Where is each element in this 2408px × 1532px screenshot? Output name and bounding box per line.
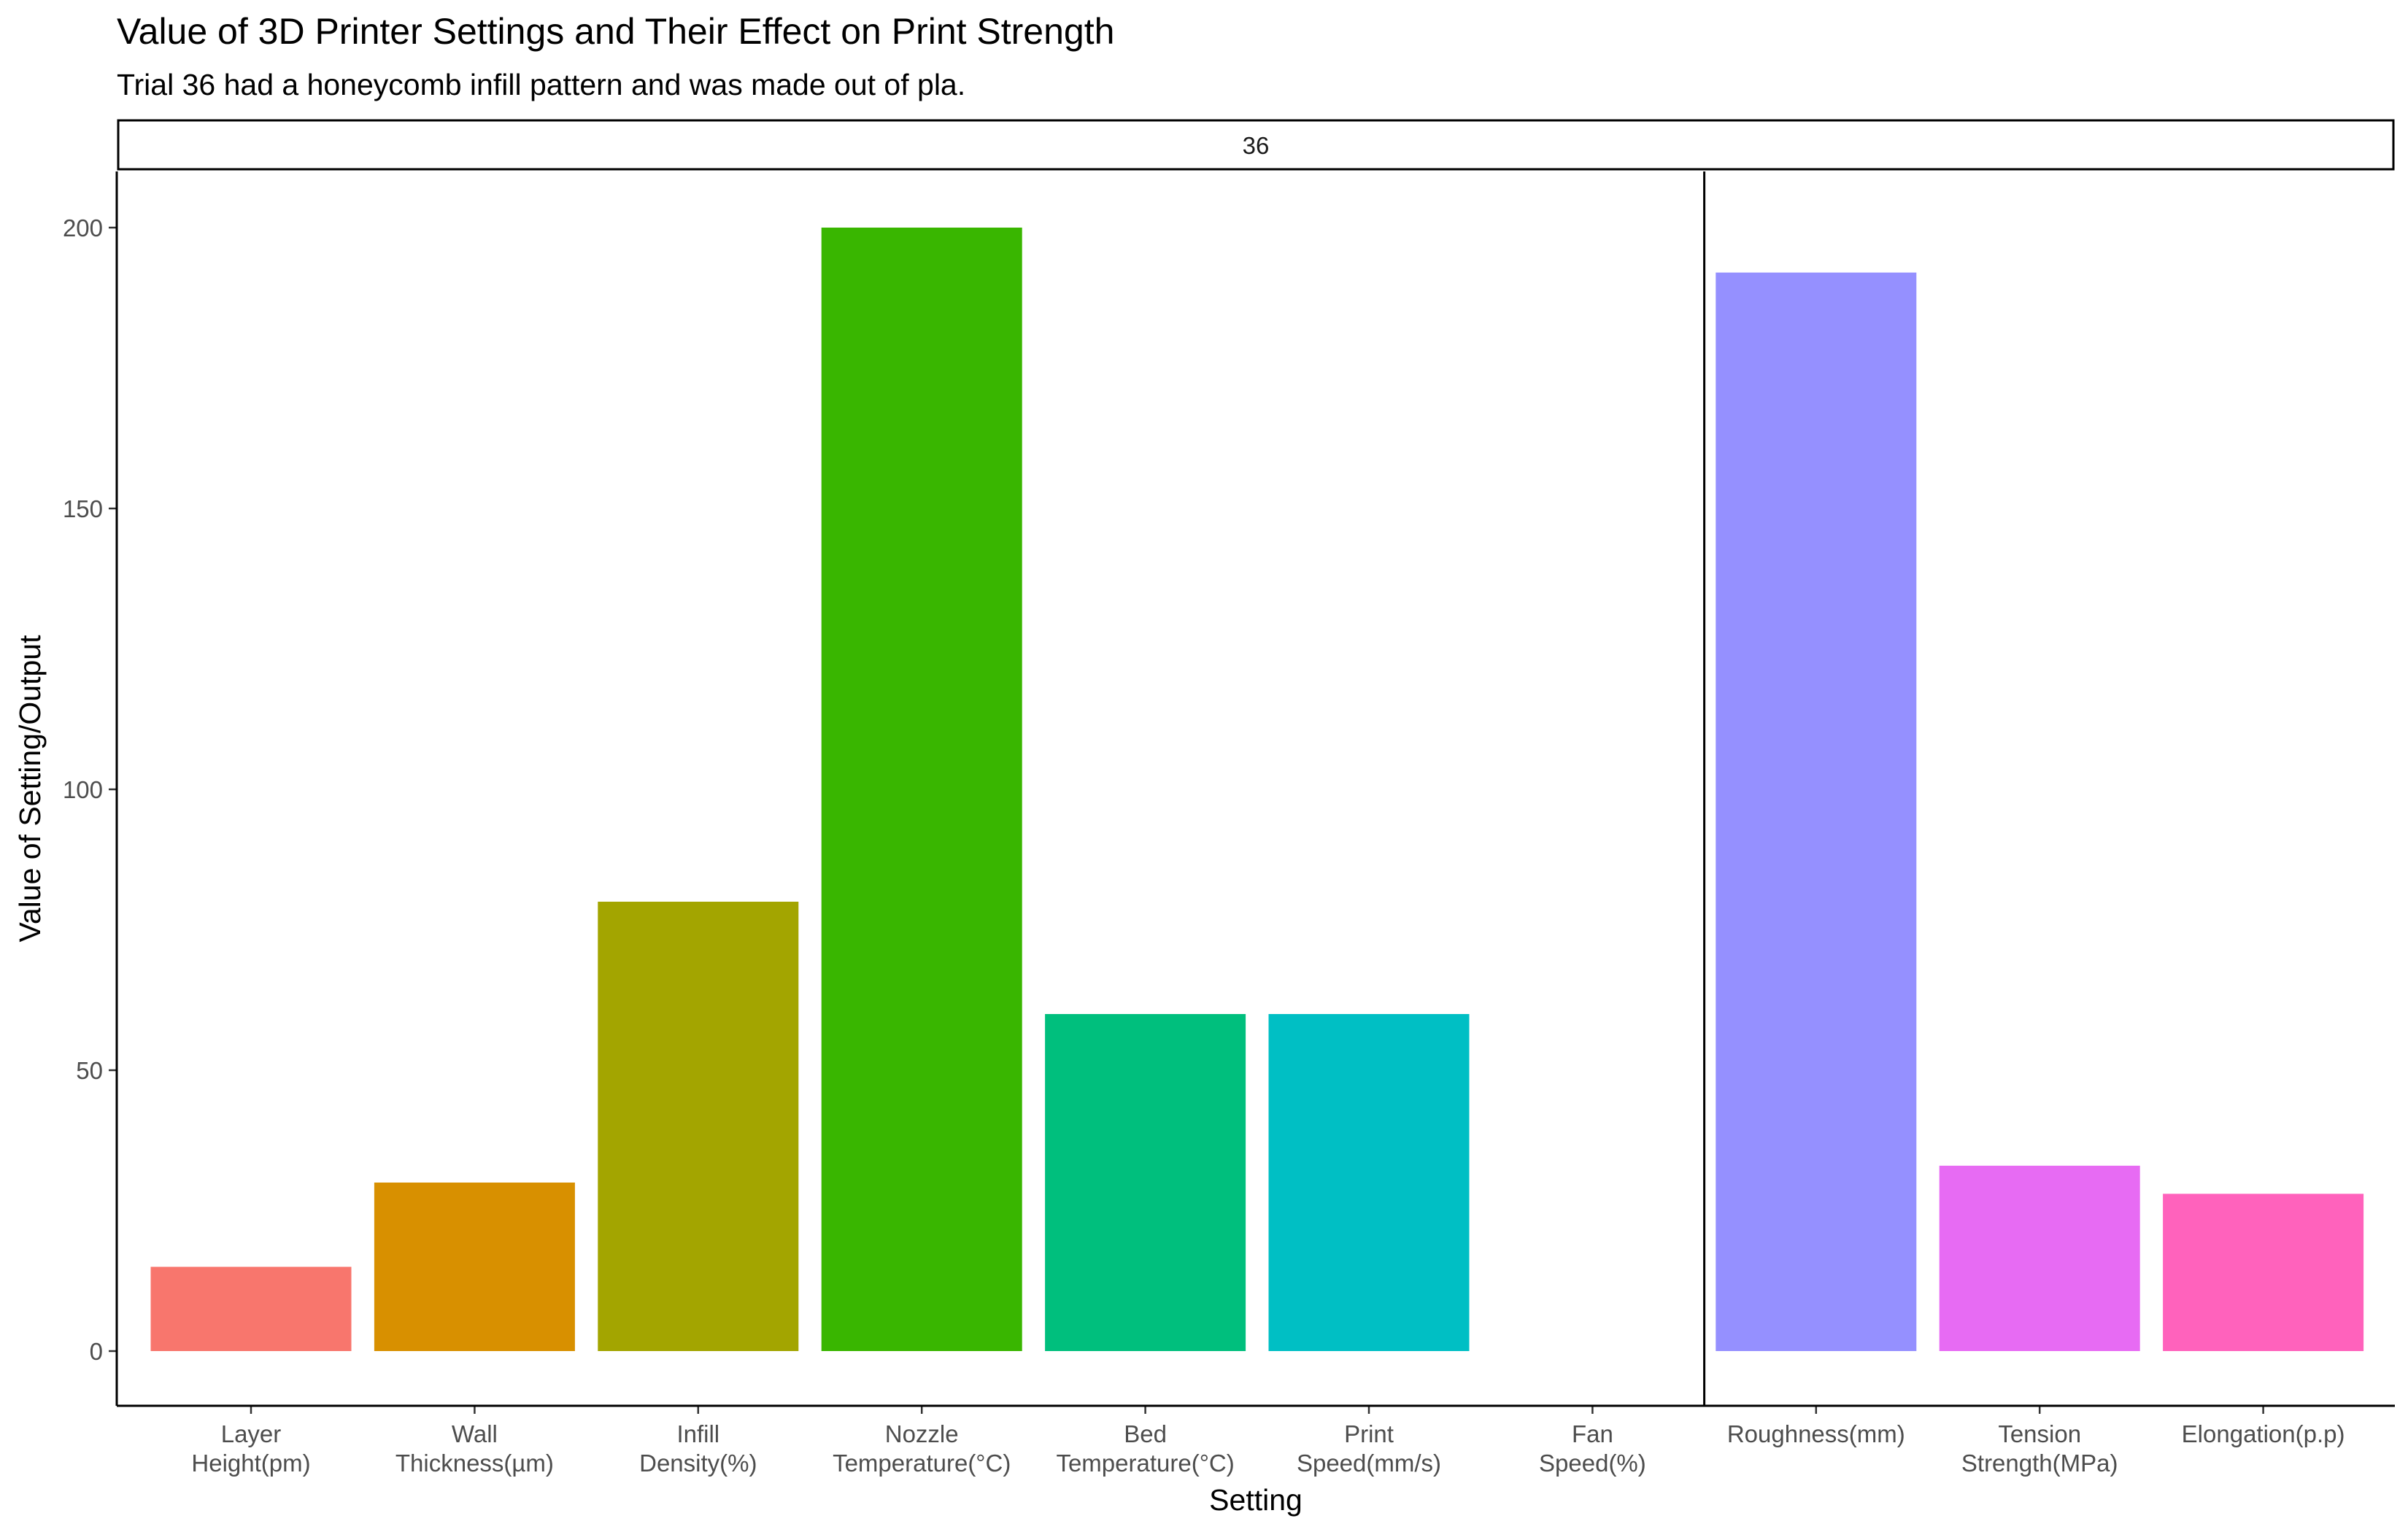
facet-strip [117,119,2395,171]
y-tick-label-3: 100 [63,776,103,803]
x-tick-label-4: Nozzle Temperature(°C) [833,1420,1011,1477]
bar-2 [374,1183,575,1351]
x-axis-title: Setting [1209,1483,1303,1517]
facet-label: 36 [1243,132,1270,159]
x-tick-label-3: Infill Density(%) [639,1420,757,1477]
bar-10 [2163,1194,2364,1351]
y-tick-label-2: 50 [76,1057,103,1084]
bar-6 [1268,1014,1470,1351]
bar-9 [1939,1165,2140,1351]
chart-title: Value of 3D Printer Settings and Their E… [117,11,1114,52]
chart-subtitle: Trial 36 had a honeycomb infill pattern … [117,68,965,101]
bars-group [150,228,2364,1352]
x-tick-label-6: Print Speed(mm/s) [1297,1420,1441,1477]
bar-4 [821,228,1022,1351]
x-tick-label-7: Fan Speed(%) [1539,1420,1646,1477]
y-axis-ticks: 0 50 100 150 200 [63,214,117,1365]
x-tick-label-10: Elongation(p.p) [2182,1420,2345,1447]
bar-3 [598,902,799,1351]
y-tick-label-1: 0 [90,1338,103,1365]
x-tick-label-8: Roughness(mm) [1727,1420,1905,1447]
x-tick-label-1: Layer Height(pm) [191,1420,310,1477]
y-tick-label-4: 150 [63,495,103,522]
y-tick-label-5: 200 [63,214,103,241]
bar-1 [150,1266,352,1351]
bar-8 [1716,272,1917,1352]
x-tick-label-9: Tension Strength(MPa) [1961,1420,2118,1477]
y-axis-title: Value of Setting/Output [13,635,47,943]
bar-5 [1045,1014,1246,1351]
x-tick-label-2: Wall Thickness(µm) [395,1420,554,1477]
x-axis-ticks: Layer Height(pm) Wall Thickness(µm) Infill De… [191,1406,2345,1477]
x-tick-label-5: Bed Temperature(°C) [1056,1420,1234,1477]
